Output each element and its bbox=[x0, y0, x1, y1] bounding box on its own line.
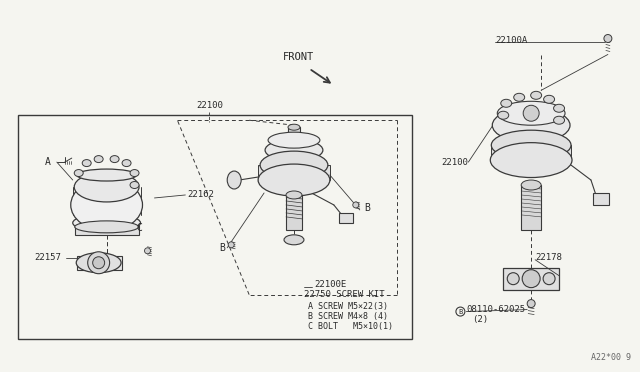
Ellipse shape bbox=[554, 104, 564, 112]
Ellipse shape bbox=[284, 235, 304, 245]
Circle shape bbox=[543, 273, 555, 285]
Ellipse shape bbox=[286, 191, 302, 199]
Ellipse shape bbox=[531, 92, 541, 99]
Ellipse shape bbox=[268, 132, 320, 148]
Bar bbox=[339, 213, 353, 223]
Text: C BOLT   M5×10(1): C BOLT M5×10(1) bbox=[308, 321, 393, 331]
Ellipse shape bbox=[514, 93, 525, 101]
Ellipse shape bbox=[497, 101, 565, 125]
Ellipse shape bbox=[260, 151, 328, 179]
Circle shape bbox=[145, 248, 150, 254]
Ellipse shape bbox=[492, 130, 571, 160]
Text: 22100: 22100 bbox=[196, 101, 223, 110]
Text: 22100E: 22100E bbox=[314, 280, 346, 289]
Text: C: C bbox=[136, 223, 143, 233]
Circle shape bbox=[353, 202, 359, 208]
Ellipse shape bbox=[110, 155, 119, 163]
Text: 22100A: 22100A bbox=[495, 36, 527, 45]
Circle shape bbox=[527, 299, 535, 308]
Ellipse shape bbox=[130, 170, 139, 177]
Ellipse shape bbox=[122, 160, 131, 167]
Text: A: A bbox=[45, 157, 51, 167]
Text: A SCREW M5×22(3): A SCREW M5×22(3) bbox=[308, 302, 388, 311]
Circle shape bbox=[523, 105, 539, 121]
Bar bbox=[286, 195, 302, 230]
Text: 22100: 22100 bbox=[442, 158, 468, 167]
Ellipse shape bbox=[258, 164, 330, 196]
Ellipse shape bbox=[265, 139, 323, 161]
Bar bbox=[521, 185, 541, 230]
Ellipse shape bbox=[500, 99, 512, 107]
Text: (2): (2) bbox=[472, 315, 488, 324]
Ellipse shape bbox=[82, 160, 91, 167]
Text: B: B bbox=[365, 203, 371, 213]
Bar bbox=[258, 165, 330, 180]
Text: 22162: 22162 bbox=[188, 190, 214, 199]
Text: B: B bbox=[458, 308, 463, 315]
Ellipse shape bbox=[543, 95, 555, 103]
Circle shape bbox=[522, 270, 540, 288]
Circle shape bbox=[228, 242, 234, 248]
Bar bbox=[75, 223, 138, 235]
Ellipse shape bbox=[130, 182, 139, 189]
Circle shape bbox=[604, 35, 612, 42]
Text: 22750 SCREW KIT: 22750 SCREW KIT bbox=[304, 290, 385, 299]
Text: B: B bbox=[220, 243, 225, 253]
Text: B SCREW M4×8 (4): B SCREW M4×8 (4) bbox=[308, 312, 388, 321]
Bar bbox=[492, 145, 571, 160]
Bar bbox=[288, 127, 300, 141]
Circle shape bbox=[508, 273, 519, 285]
Ellipse shape bbox=[492, 108, 570, 142]
Ellipse shape bbox=[521, 180, 541, 190]
Text: 08110-62025: 08110-62025 bbox=[467, 305, 525, 314]
Ellipse shape bbox=[74, 172, 139, 202]
Ellipse shape bbox=[288, 124, 300, 130]
Bar bbox=[593, 193, 609, 205]
Ellipse shape bbox=[554, 116, 564, 124]
Bar bbox=[18, 115, 412, 340]
Ellipse shape bbox=[75, 221, 138, 233]
Text: 22157: 22157 bbox=[34, 253, 61, 262]
Ellipse shape bbox=[94, 155, 103, 163]
Ellipse shape bbox=[227, 171, 241, 189]
Bar bbox=[77, 256, 122, 270]
Text: 22178: 22178 bbox=[535, 253, 562, 262]
Bar bbox=[503, 268, 559, 290]
Text: A22*00 9: A22*00 9 bbox=[591, 353, 631, 362]
Ellipse shape bbox=[498, 111, 509, 119]
Circle shape bbox=[93, 257, 104, 269]
Ellipse shape bbox=[490, 142, 572, 177]
Text: FRONT: FRONT bbox=[284, 52, 315, 62]
Ellipse shape bbox=[77, 169, 136, 181]
Ellipse shape bbox=[71, 179, 143, 231]
Ellipse shape bbox=[74, 170, 83, 177]
Ellipse shape bbox=[76, 253, 121, 273]
Circle shape bbox=[88, 252, 109, 274]
Ellipse shape bbox=[73, 214, 141, 232]
